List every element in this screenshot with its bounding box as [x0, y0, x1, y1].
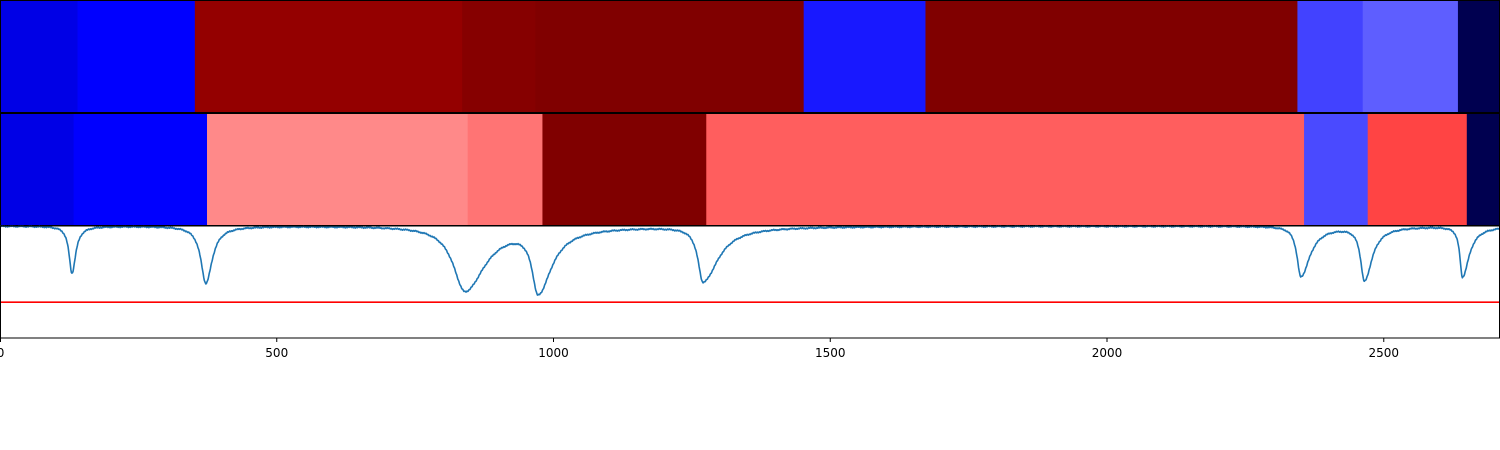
heatmap-2-segment-8	[1368, 113, 1468, 226]
heatmap-2-segment-5	[542, 113, 706, 226]
heatmap-2-segment-6	[706, 113, 1304, 226]
heatmap-1-segment-3	[195, 0, 463, 113]
heatmap-1-segment-8	[1297, 0, 1363, 113]
heatmap-1-segment-5	[535, 0, 804, 113]
heatmap-panel-1	[0, 0, 1500, 113]
heatmap-2-segment-7	[1304, 113, 1368, 226]
x-tick-label-2000: 2000	[1092, 346, 1123, 360]
heatmap-1-segment-10	[1458, 0, 1500, 113]
x-tick-label-1000: 1000	[538, 346, 569, 360]
heatmap-2-segments	[0, 113, 1500, 226]
heatmap-2-segment-4	[468, 113, 543, 226]
x-tick-label-500: 500	[265, 346, 288, 360]
heatmap-2-segment-3	[207, 113, 468, 226]
heatmap-2-segment-1	[0, 113, 74, 226]
heatmap-1-segment-2	[77, 0, 195, 113]
heatmap-2-segment-2	[74, 113, 208, 226]
heatmap-1-segment-1	[0, 0, 78, 113]
heatmap-1-segment-6	[804, 0, 926, 113]
x-tick-label-0: 0	[0, 346, 4, 360]
heatmap-2-segment-9	[1467, 113, 1500, 226]
heatmap-1-segments	[0, 0, 1500, 113]
x-tick-label-1500: 1500	[815, 346, 846, 360]
heatmap-panel-2	[0, 113, 1500, 226]
heatmap-1-segment-7	[925, 0, 1298, 113]
heatmap-1-segment-9	[1363, 0, 1459, 113]
x-tick-label-2500: 2500	[1368, 346, 1399, 360]
heatmap-1-segment-4	[462, 0, 536, 113]
